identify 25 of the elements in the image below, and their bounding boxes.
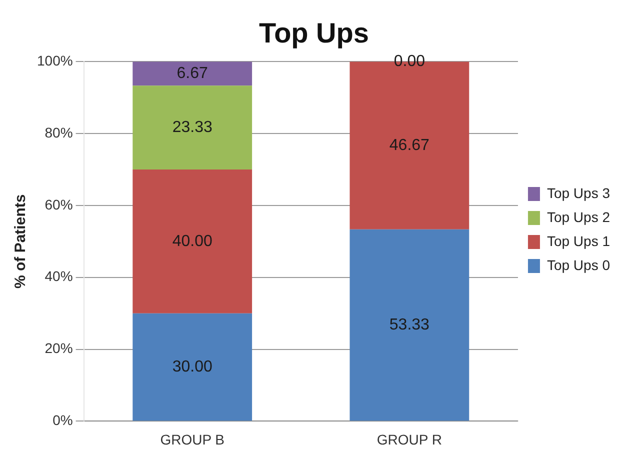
bar [132,86,252,170]
y-tick-label: 20% [44,340,73,356]
bar [132,169,252,314]
data-label: 30.00 [172,358,212,376]
data-label: 6.67 [176,65,208,82]
y-tick-label: 80% [44,124,73,140]
data-label: 23.33 [172,118,212,136]
legend-label: Top Ups 3 [546,184,610,201]
legend-label: Top Ups 0 [546,256,610,273]
x-tick-label: GROUP R [376,431,442,448]
x-tick-label: GROUP B [160,431,225,448]
y-tick-label: 60% [44,196,73,212]
data-label: 46.67 [389,136,430,154]
bar [350,229,470,421]
y-tick-label: 40% [44,268,73,284]
y-tick-label: 0% [52,412,73,428]
legend-label: Top Ups 2 [546,208,610,225]
y-tick-label: 100% [36,52,73,68]
bar [132,313,252,421]
bar [132,62,252,86]
y-axis-title: % of Patients [12,194,30,288]
data-label: 40.00 [172,232,212,250]
data-label: 53.33 [389,316,430,334]
legend-label: Top Ups 1 [546,232,610,249]
chart-title: Top Ups [259,18,369,49]
